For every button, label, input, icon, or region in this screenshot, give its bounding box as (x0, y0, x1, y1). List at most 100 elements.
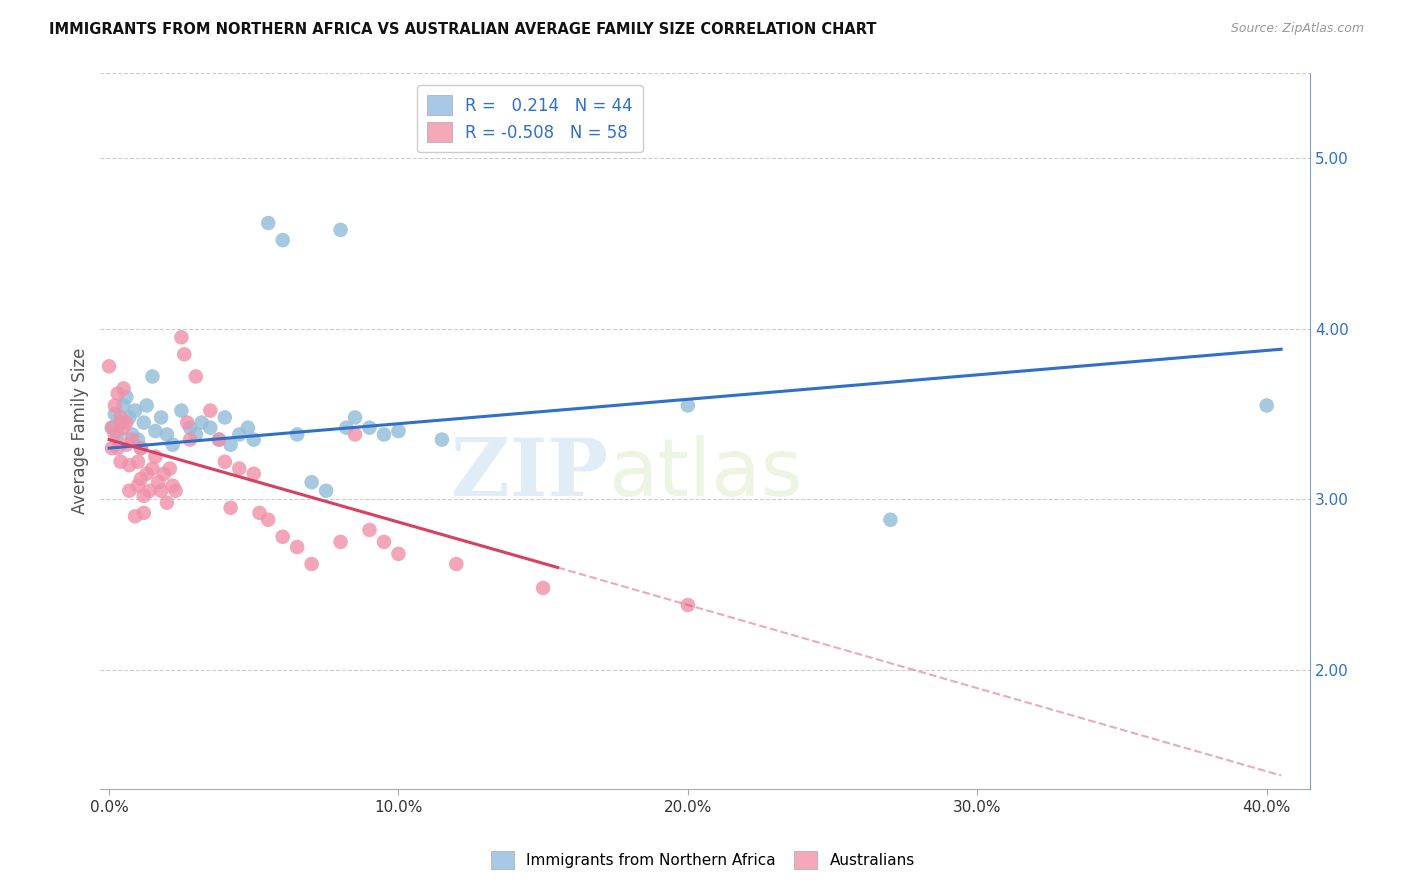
Point (127, 433, 149, 447)
Point (430, 433, 453, 447)
Point (359, 420, 381, 434)
Point (176, 416, 198, 430)
Point (110, 416, 132, 430)
Point (138, 483, 160, 498)
Point (301, 557, 323, 571)
Point (129, 441, 152, 455)
Point (373, 535, 395, 549)
Point (208, 433, 231, 447)
Point (285, 540, 308, 554)
Point (257, 513, 280, 527)
Point (141, 369, 163, 384)
Point (190, 416, 212, 430)
Point (173, 347, 195, 361)
Point (156, 496, 179, 510)
Point (159, 461, 181, 475)
Point (329, 223, 352, 237)
Text: Source: ZipAtlas.com: Source: ZipAtlas.com (1230, 22, 1364, 36)
Point (112, 399, 135, 413)
Point (121, 427, 143, 442)
Point (115, 438, 138, 452)
Point (129, 472, 152, 486)
Point (228, 427, 250, 442)
Point (101, 420, 124, 434)
Point (115, 390, 138, 404)
Point (214, 455, 236, 469)
Point (110, 455, 132, 469)
Point (219, 500, 242, 515)
Point (110, 410, 132, 425)
Point (107, 441, 129, 455)
Point (879, 513, 901, 527)
Point (170, 403, 193, 417)
Point (135, 467, 157, 481)
Point (228, 461, 250, 475)
Point (242, 433, 264, 447)
Point (208, 433, 231, 447)
Point (162, 478, 184, 492)
Point (101, 420, 124, 434)
Point (104, 427, 127, 442)
Point (104, 407, 127, 421)
Point (271, 233, 294, 247)
Point (315, 483, 337, 498)
Point (219, 438, 242, 452)
Point (124, 509, 146, 524)
Point (179, 420, 201, 434)
Point (531, 581, 554, 595)
Point (329, 535, 352, 549)
Point (143, 424, 166, 438)
Point (132, 506, 155, 520)
Point (153, 467, 176, 481)
Point (242, 467, 264, 481)
Text: atlas: atlas (609, 435, 803, 513)
Point (132, 416, 155, 430)
Point (118, 458, 141, 472)
Point (124, 403, 146, 417)
Point (387, 547, 409, 561)
Point (170, 330, 193, 344)
Text: IMMIGRANTS FROM NORTHERN AFRICA VS AUSTRALIAN AVERAGE FAMILY SIZE CORRELATION CH: IMMIGRANTS FROM NORTHERN AFRICA VS AUSTR… (49, 22, 877, 37)
Point (344, 410, 367, 425)
Point (257, 216, 280, 230)
Point (107, 427, 129, 442)
Text: ZIP: ZIP (451, 435, 609, 513)
Point (359, 523, 381, 537)
Point (143, 450, 166, 464)
Point (127, 478, 149, 492)
Point (104, 399, 127, 413)
Point (165, 483, 187, 498)
Point (156, 427, 179, 442)
Point (335, 420, 357, 434)
Point (236, 420, 259, 434)
Point (135, 399, 157, 413)
Point (179, 433, 201, 447)
Point (271, 530, 294, 544)
Point (118, 410, 141, 425)
Point (344, 427, 367, 442)
Point (118, 483, 141, 498)
Point (162, 438, 184, 452)
Legend: R =   0.214   N = 44, R = -0.508   N = 58: R = 0.214 N = 44, R = -0.508 N = 58 (416, 85, 643, 153)
Point (676, 598, 699, 612)
Point (214, 410, 236, 425)
Point (148, 475, 170, 490)
Point (121, 433, 143, 447)
Point (446, 557, 468, 571)
Point (150, 410, 173, 425)
Point (150, 483, 173, 498)
Y-axis label: Average Family Size: Average Family Size (72, 348, 89, 515)
Point (127, 455, 149, 469)
Point (285, 427, 308, 442)
Point (200, 420, 222, 434)
Point (98, 359, 121, 374)
Point (249, 506, 271, 520)
Point (676, 399, 699, 413)
Point (373, 427, 395, 442)
Point (107, 386, 129, 401)
Point (184, 427, 207, 442)
Point (132, 489, 155, 503)
Point (129, 441, 152, 455)
Point (184, 369, 207, 384)
Point (115, 416, 138, 430)
